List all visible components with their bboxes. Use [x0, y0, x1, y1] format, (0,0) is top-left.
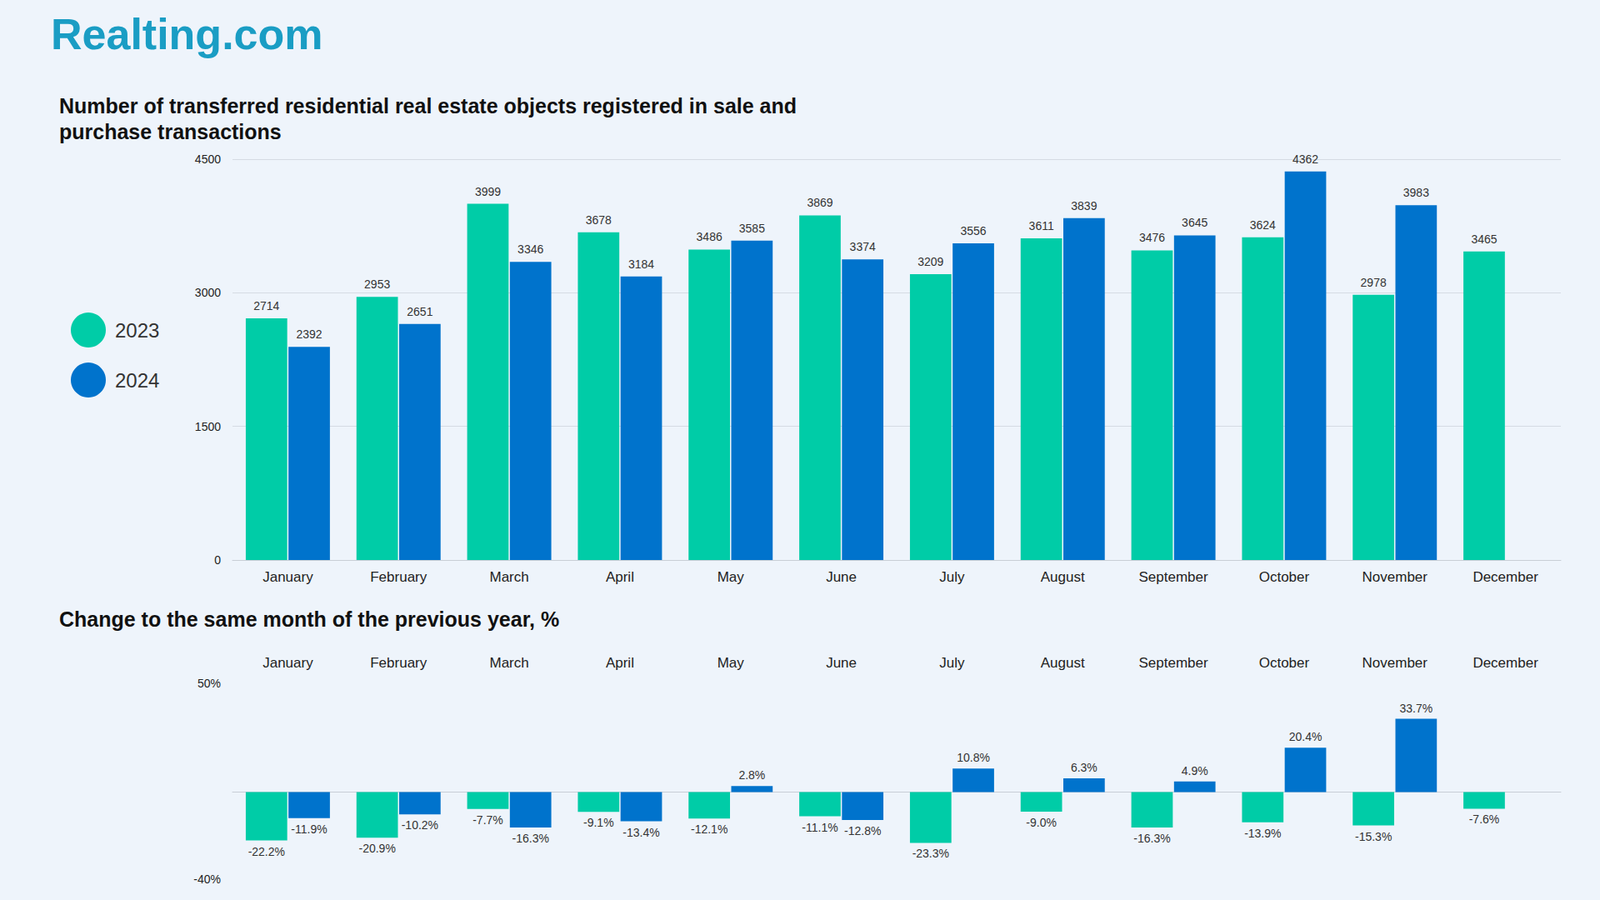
- svg-text:3645: 3645: [1181, 215, 1208, 230]
- svg-text:November: November: [1362, 569, 1429, 585]
- svg-text:3465: 3465: [1470, 232, 1497, 246]
- svg-text:3611: 3611: [1029, 219, 1055, 233]
- svg-text:2714: 2714: [253, 299, 280, 313]
- svg-text:-7.6%: -7.6%: [1469, 812, 1500, 826]
- svg-text:3476: 3476: [1139, 230, 1165, 245]
- svg-text:June: June: [825, 655, 857, 671]
- svg-text:3624: 3624: [1250, 218, 1276, 232]
- svg-text:3209: 3209: [917, 255, 944, 269]
- svg-text:3585: 3585: [739, 221, 765, 235]
- svg-text:-40%: -40%: [193, 872, 221, 886]
- svg-text:2024: 2024: [115, 369, 160, 392]
- svg-text:August: August: [1040, 569, 1085, 585]
- svg-text:3374: 3374: [850, 240, 876, 254]
- svg-text:-9.0%: -9.0%: [1025, 815, 1057, 830]
- svg-text:20.4%: 20.4%: [1289, 730, 1323, 744]
- svg-text:September: September: [1138, 569, 1208, 585]
- svg-text:May: May: [717, 569, 745, 585]
- svg-text:June: June: [825, 569, 857, 585]
- svg-text:2978: 2978: [1360, 275, 1387, 290]
- svg-text:3346: 3346: [517, 242, 544, 256]
- svg-text:3184: 3184: [628, 257, 655, 271]
- svg-text:1500: 1500: [195, 420, 221, 434]
- svg-text:10.8%: 10.8%: [956, 750, 990, 765]
- svg-text:3678: 3678: [585, 213, 612, 227]
- svg-text:-9.1%: -9.1%: [583, 815, 615, 830]
- svg-text:-13.9%: -13.9%: [1244, 826, 1281, 840]
- svg-text:February: February: [370, 569, 428, 585]
- svg-text:-11.1%: -11.1%: [801, 820, 838, 835]
- svg-text:Change to the same month of th: Change to the same month of the previous…: [59, 607, 560, 631]
- svg-text:purchase transactions: purchase transactions: [59, 120, 282, 144]
- svg-text:4362: 4362: [1292, 152, 1319, 166]
- svg-text:-11.9%: -11.9%: [290, 822, 327, 836]
- svg-text:-15.3%: -15.3%: [1355, 830, 1392, 844]
- svg-text:3000: 3000: [195, 285, 221, 300]
- svg-text:-12.1%: -12.1%: [690, 822, 728, 836]
- svg-text:3869: 3869: [806, 195, 833, 210]
- svg-text:50%: 50%: [197, 676, 221, 690]
- svg-text:3839: 3839: [1070, 199, 1097, 213]
- svg-text:-16.3%: -16.3%: [1133, 831, 1170, 845]
- svg-text:2023: 2023: [115, 319, 160, 342]
- svg-text:-13.4%: -13.4%: [622, 825, 660, 840]
- svg-text:33.7%: 33.7%: [1400, 701, 1434, 715]
- svg-text:Realting.com: Realting.com: [50, 10, 324, 59]
- svg-text:December: December: [1472, 655, 1539, 671]
- svg-text:July: July: [939, 655, 965, 671]
- svg-text:-20.9%: -20.9%: [358, 841, 395, 855]
- svg-text:3983: 3983: [1403, 185, 1430, 200]
- svg-text:October: October: [1259, 569, 1310, 585]
- svg-text:April: April: [605, 655, 635, 671]
- svg-text:2.8%: 2.8%: [738, 768, 765, 782]
- svg-text:2651: 2651: [406, 305, 433, 319]
- svg-text:May: May: [717, 655, 745, 671]
- svg-text:0: 0: [214, 553, 221, 567]
- svg-text:November: November: [1362, 655, 1429, 671]
- svg-text:-23.3%: -23.3%: [912, 846, 950, 860]
- svg-text:March: March: [489, 655, 529, 671]
- svg-text:April: April: [605, 569, 635, 585]
- svg-text:-7.7%: -7.7%: [472, 813, 504, 827]
- svg-text:January: January: [262, 569, 314, 585]
- svg-text:3999: 3999: [475, 185, 501, 199]
- svg-text:September: September: [1138, 655, 1208, 671]
- svg-text:4500: 4500: [195, 152, 221, 166]
- svg-text:-16.3%: -16.3%: [512, 831, 550, 845]
- svg-text:December: December: [1472, 569, 1539, 585]
- svg-text:August: August: [1040, 655, 1085, 671]
- svg-text:January: January: [262, 655, 314, 671]
- svg-text:2392: 2392: [295, 327, 322, 341]
- svg-text:March: March: [489, 569, 529, 585]
- svg-text:3486: 3486: [696, 230, 723, 244]
- svg-text:July: July: [939, 569, 965, 585]
- svg-text:-12.8%: -12.8%: [844, 824, 881, 838]
- svg-text:6.3%: 6.3%: [1070, 760, 1098, 775]
- svg-text:-10.2%: -10.2%: [401, 818, 439, 832]
- svg-text:October: October: [1259, 655, 1310, 671]
- svg-text:-22.2%: -22.2%: [248, 845, 285, 859]
- svg-text:2953: 2953: [364, 277, 390, 291]
- svg-text:4.9%: 4.9%: [1181, 764, 1209, 778]
- svg-text:February: February: [370, 655, 428, 671]
- svg-text:3556: 3556: [960, 224, 986, 238]
- svg-text:Number of transferred resident: Number of transferred residential real e…: [59, 94, 803, 118]
